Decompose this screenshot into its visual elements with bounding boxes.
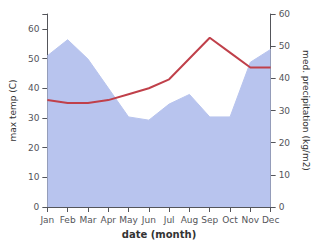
svg-text:10: 10 — [28, 172, 40, 182]
svg-text:20: 20 — [28, 143, 40, 153]
svg-text:Feb: Feb — [60, 215, 76, 225]
svg-text:Jan: Jan — [39, 215, 54, 225]
svg-text:Sep: Sep — [201, 215, 218, 225]
svg-text:60: 60 — [28, 24, 40, 34]
svg-text:date (month): date (month) — [122, 229, 196, 240]
svg-text:Apr: Apr — [100, 215, 116, 225]
svg-text:Mar: Mar — [79, 215, 96, 225]
svg-text:Jun: Jun — [141, 215, 156, 225]
svg-text:60: 60 — [279, 9, 291, 19]
svg-text:Aug: Aug — [181, 215, 199, 225]
svg-text:40: 40 — [279, 73, 291, 83]
svg-text:50: 50 — [279, 41, 291, 51]
svg-text:30: 30 — [28, 113, 40, 123]
svg-text:Nov: Nov — [242, 215, 260, 225]
svg-text:50: 50 — [28, 54, 40, 64]
svg-text:20: 20 — [279, 138, 291, 148]
svg-text:0: 0 — [279, 202, 285, 212]
svg-text:30: 30 — [279, 106, 291, 116]
svg-text:Dec: Dec — [262, 215, 279, 225]
svg-text:May: May — [119, 215, 138, 225]
svg-text:max temp (C): max temp (C) — [8, 79, 18, 141]
svg-text:40: 40 — [28, 83, 40, 93]
svg-text:Oct: Oct — [222, 215, 238, 225]
svg-text:Jul: Jul — [163, 215, 175, 225]
svg-text:0: 0 — [34, 202, 40, 212]
svg-text:10: 10 — [279, 170, 291, 180]
svg-text:med. precipitation (kg/m2): med. precipitation (kg/m2) — [301, 50, 311, 171]
